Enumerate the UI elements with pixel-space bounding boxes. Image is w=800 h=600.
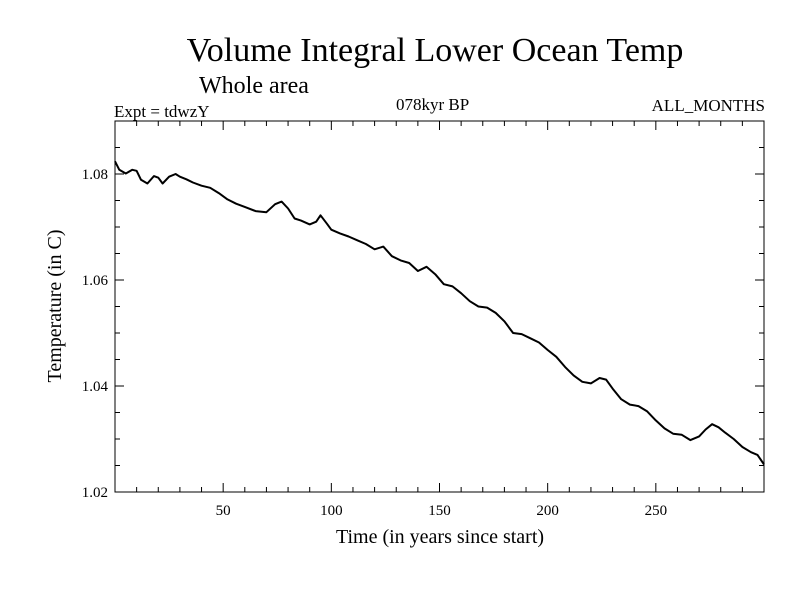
x-tick-label: 200: [536, 503, 559, 519]
plot-frame: [114, 120, 765, 493]
experiment-label: Expt = tdwzY: [114, 102, 210, 121]
y-tick-label: 1.06: [82, 273, 109, 289]
period-label: 078kyr BP: [396, 95, 470, 114]
x-axis-label: Time (in years since start): [336, 526, 544, 548]
y-tick-label: 1.02: [82, 485, 108, 501]
y-axis-label: Temperature (in C): [44, 230, 66, 383]
x-tick-label: 50: [216, 503, 231, 519]
x-tick-label: 100: [320, 503, 343, 519]
x-tick-label: 150: [428, 503, 451, 519]
y-tick-label: 1.08: [82, 167, 108, 183]
temperature-series-line: [114, 160, 765, 465]
chart-subtitle: Whole area: [199, 73, 309, 99]
chart-title: Volume Integral Lower Ocean Temp: [186, 32, 684, 69]
tick-labels: 50 100 150 200 250 1.02 1.04 1.06 1.08: [82, 167, 667, 519]
x-tick-label: 250: [645, 503, 668, 519]
months-label: ALL_MONTHS: [651, 96, 765, 115]
tick-marks: [115, 121, 764, 492]
y-tick-label: 1.04: [82, 379, 109, 395]
